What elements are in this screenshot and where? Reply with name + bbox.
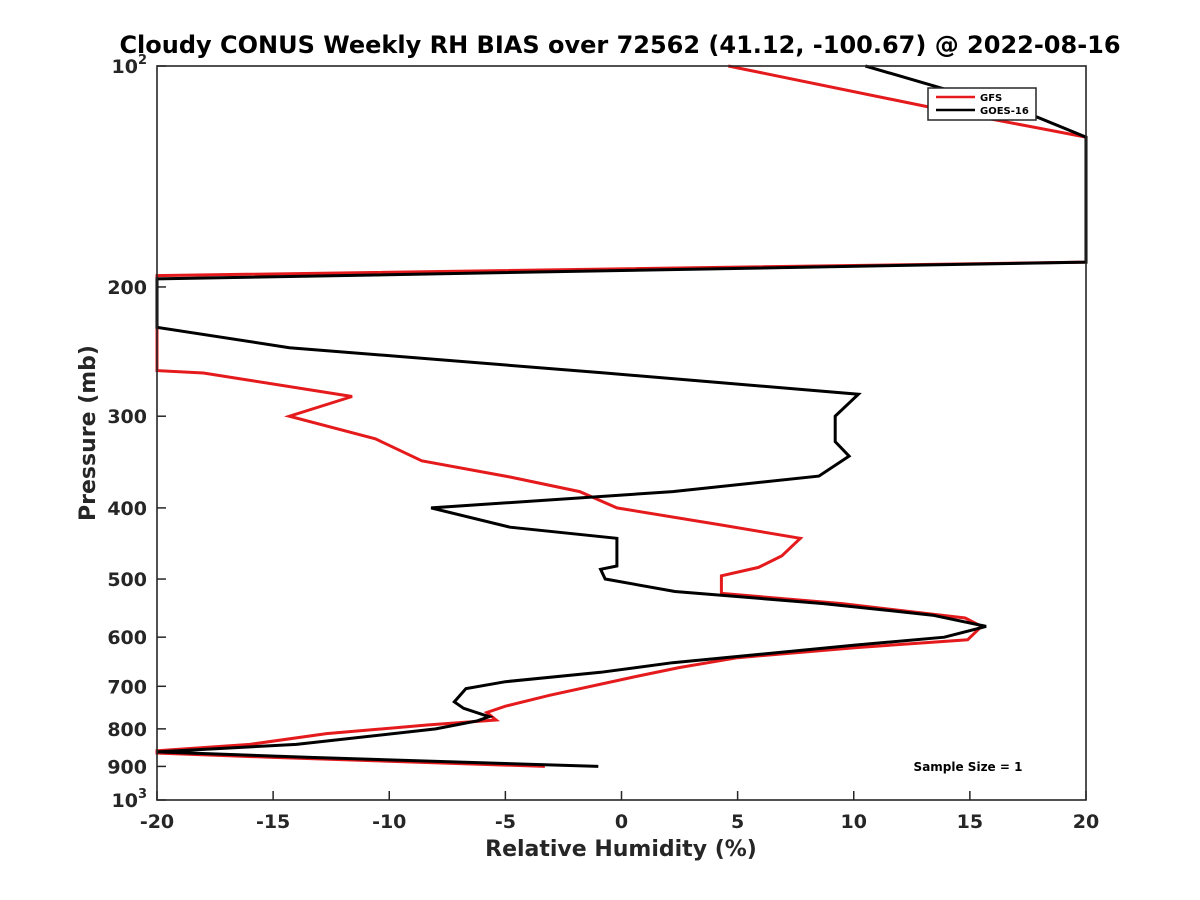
x-axis-label: Relative Humidity (%) (485, 837, 757, 862)
sample-size-annotation: Sample Size = 1 (914, 760, 1023, 774)
y-tick-label: 800 (107, 719, 147, 741)
y-tick-label: 700 (107, 676, 147, 698)
x-tick-label: -20 (140, 811, 174, 833)
x-tick-label: -10 (372, 811, 406, 833)
chart-title: Cloudy CONUS Weekly RH BIAS over 72562 (… (119, 31, 1120, 59)
y-tick-label: 102 (112, 53, 148, 78)
y-tick-label: 400 (107, 498, 147, 520)
x-tick-label: 5 (731, 811, 744, 833)
series-line-gfs (155, 64, 1088, 768)
legend-label-gfs: GFS (980, 93, 1002, 104)
y-tick-label: 300 (107, 406, 147, 428)
x-tick-label: 10 (841, 811, 867, 833)
x-axis-ticks: -20 -15 -10 -5 0 5 10 15 20 (140, 791, 1099, 833)
legend: GFS GOES-16 (927, 87, 1037, 121)
y-tick-exponent: 2 (138, 53, 147, 68)
y-tick-label: 900 (107, 756, 147, 778)
plot-frame (156, 65, 1087, 801)
x-tick-label: 0 (615, 811, 628, 833)
y-tick-base: 10 (112, 790, 138, 812)
x-tick-label: -5 (495, 811, 516, 833)
y-tick-base: 10 (112, 56, 138, 78)
y-tick-exponent: 3 (138, 787, 147, 802)
legend-box (927, 87, 1037, 121)
series-layer (155, 64, 1088, 768)
y-axis-label: Pressure (mb) (76, 345, 101, 521)
x-tick-label: -15 (256, 811, 290, 833)
y-tick-label: 200 (107, 277, 147, 299)
x-tick-label: 15 (957, 811, 983, 833)
y-tick-label: 500 (107, 569, 147, 591)
legend-label-goes-16: GOES-16 (980, 106, 1029, 117)
y-tick-label: 600 (107, 627, 147, 649)
x-tick-label: 20 (1073, 811, 1099, 833)
y-tick-label: 103 (112, 787, 148, 812)
series-line-goes-16 (155, 64, 1088, 768)
